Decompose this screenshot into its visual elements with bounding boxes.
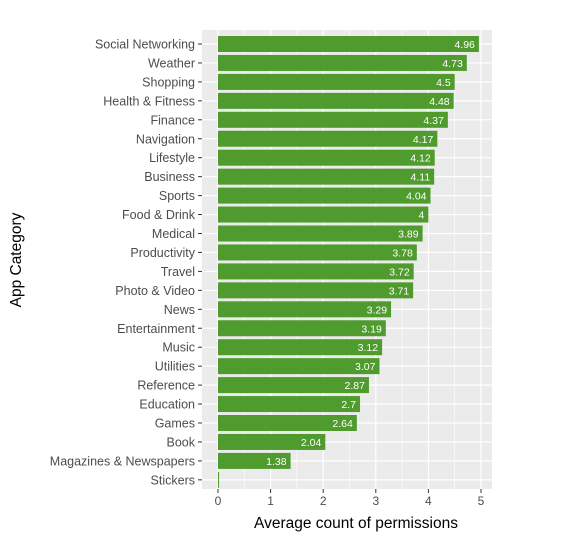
bar [218, 396, 361, 413]
bar-value-label: 3.29 [367, 304, 388, 316]
bar-value-label: 2.64 [332, 418, 353, 430]
y-category-label: Productivity [130, 246, 195, 260]
y-category-label: Book [167, 435, 196, 449]
bar [218, 206, 429, 223]
y-category-label: Reference [137, 379, 195, 393]
bar [218, 54, 467, 71]
bar-value-label: 2.7 [341, 399, 356, 411]
y-category-label: Food & Drink [122, 208, 196, 222]
bar-value-label: 3.07 [355, 361, 376, 373]
x-tick-label: 3 [372, 494, 379, 508]
y-category-label: Health & Fitness [103, 94, 195, 108]
bar-value-label: 4.17 [413, 134, 434, 146]
bar-value-label: 4.96 [454, 39, 475, 51]
y-category-label: Utilities [155, 360, 195, 374]
bar [218, 168, 435, 185]
y-category-label: Photo & Video [115, 284, 195, 298]
y-category-label: Games [155, 417, 195, 431]
bars [218, 36, 479, 488]
bar [218, 415, 357, 431]
bar [218, 187, 431, 204]
y-category-label: Business [144, 170, 195, 184]
bar [218, 36, 479, 52]
y-category-label: News [164, 303, 195, 317]
y-axis-title: App Category [8, 212, 25, 307]
bar [218, 282, 414, 299]
bar [218, 377, 369, 394]
y-category-label: Music [162, 341, 195, 355]
x-tick-label: 4 [425, 494, 432, 508]
bar-value-label: 3.89 [398, 229, 419, 241]
bar [218, 433, 326, 450]
x-tick-label: 2 [320, 494, 327, 508]
bar [218, 358, 380, 375]
bar [218, 339, 383, 356]
y-category-label: Lifestyle [149, 151, 195, 165]
bar-value-label: 4.48 [429, 96, 450, 108]
x-tick-label: 5 [478, 494, 485, 508]
x-tick-label: 1 [267, 494, 274, 508]
bar-value-label: 4.73 [442, 58, 463, 70]
x-tick-label: 0 [215, 494, 222, 508]
bar [218, 244, 417, 261]
x-axis-ticks: 0 1 2 3 4 5 [215, 489, 485, 508]
bar [218, 263, 414, 280]
bar [218, 111, 448, 128]
y-category-label: Social Networking [95, 38, 195, 52]
y-category-label: Travel [161, 265, 195, 279]
bar-value-label: 4.12 [410, 153, 431, 165]
y-category-label: Sports [159, 189, 195, 203]
bar-value-label: 4.11 [411, 172, 431, 184]
bar-value-label: 4 [419, 210, 425, 222]
data-labels: 4.96 4.73 4.5 4.48 4.37 4.17 4.12 4.11 4.04 43.89… [266, 39, 475, 468]
y-category-label: Shopping [142, 75, 195, 89]
bar [218, 225, 423, 242]
y-category-label: Stickers [151, 473, 195, 487]
bar-value-label: 4.37 [423, 115, 444, 127]
bar-value-label: 4.5 [436, 77, 451, 89]
bar [218, 471, 220, 488]
x-axis-title: Average count of permissions [254, 515, 458, 532]
y-category-label: Medical [152, 227, 195, 241]
bar-value-label: 3.19 [361, 323, 382, 335]
y-category-label: Entertainment [117, 322, 195, 336]
y-axis-categories: Social Networking Weather Shopping Health &… [50, 38, 202, 487]
bar-value-label: 2.87 [345, 380, 366, 392]
bar [218, 130, 438, 147]
bar [218, 320, 386, 337]
bar-value-label: 4.04 [406, 191, 427, 203]
y-category-label: Magazines & Newspapers [50, 454, 195, 468]
bar-value-label: 2.04 [301, 437, 322, 449]
bar-value-label: 1.38 [266, 456, 287, 468]
bar-value-label: 3.12 [358, 342, 379, 354]
bar-value-label: 3.72 [389, 266, 410, 278]
bar-value-label: 3.78 [392, 247, 413, 259]
bar [218, 301, 392, 318]
y-category-label: Finance [151, 113, 196, 127]
bar [218, 73, 455, 90]
y-category-label: Navigation [136, 132, 195, 146]
bar [218, 452, 291, 469]
y-category-label: Education [139, 398, 195, 412]
bar [218, 149, 435, 166]
bar [218, 92, 454, 109]
bar-value-label: 3.71 [389, 285, 410, 297]
y-category-label: Weather [148, 56, 195, 70]
